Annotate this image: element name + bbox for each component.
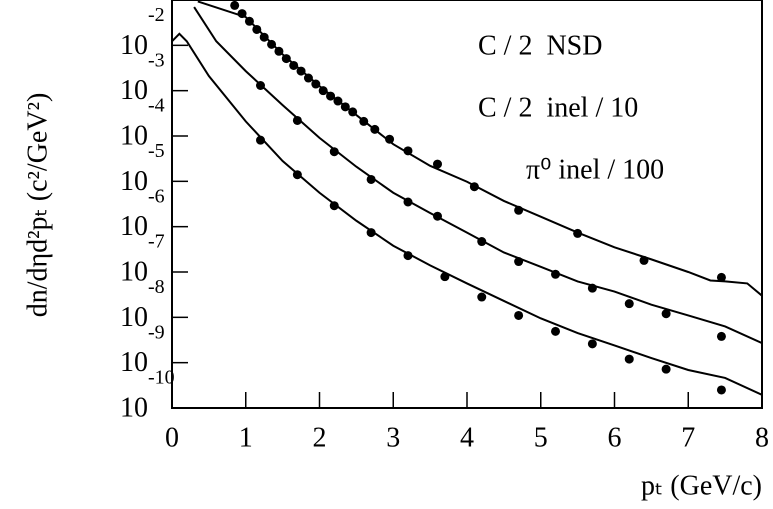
x-tick-label: 0 xyxy=(165,422,179,453)
data-point xyxy=(661,309,671,319)
data-point xyxy=(259,32,269,42)
data-point xyxy=(237,9,247,19)
y-tick-exponent: -5 xyxy=(148,140,165,162)
data-point xyxy=(366,174,376,184)
x-tick-label: 7 xyxy=(681,422,695,453)
data-point xyxy=(514,310,524,320)
data-point xyxy=(256,81,265,91)
data-point xyxy=(385,134,395,144)
data-point xyxy=(587,283,597,293)
data-point xyxy=(403,197,413,207)
y-tick-label: 10 xyxy=(120,120,148,151)
data-point xyxy=(716,331,726,341)
y-tick-label: 10 xyxy=(120,392,148,423)
data-point xyxy=(289,60,299,70)
data-point xyxy=(311,79,321,89)
data-point xyxy=(514,257,524,267)
data-point xyxy=(624,299,634,309)
y-tick-exponent: -4 xyxy=(148,95,165,117)
data-point xyxy=(477,237,487,247)
data-point xyxy=(274,46,284,56)
data-point xyxy=(252,24,262,34)
data-point xyxy=(370,124,380,134)
x-tick-label: 4 xyxy=(460,422,474,453)
data-point xyxy=(333,96,343,106)
x-tick-label: 8 xyxy=(755,422,769,453)
data-point xyxy=(403,146,413,156)
plot-frame xyxy=(171,0,763,409)
data-point xyxy=(230,0,240,10)
data-point xyxy=(296,66,306,76)
y-tick-label: 10 xyxy=(120,302,148,333)
data-point xyxy=(661,364,671,374)
y-tick-exponent: -3 xyxy=(148,49,165,71)
data-point xyxy=(624,354,634,364)
data-point xyxy=(477,292,487,302)
x-tick-label: 3 xyxy=(386,422,400,453)
data-point xyxy=(329,201,339,211)
model-curve xyxy=(193,6,762,345)
data-point xyxy=(244,16,254,26)
data-point xyxy=(403,251,413,261)
data-point xyxy=(303,73,313,83)
y-tick-label: 10 xyxy=(120,347,148,378)
legend-entry: C / 2 inel / 10 xyxy=(478,92,638,123)
data-point xyxy=(551,269,560,279)
data-point xyxy=(716,272,726,282)
legend-entry: π⁰ inel / 100 xyxy=(526,154,664,185)
x-tick-label: 2 xyxy=(313,422,327,453)
x-tick-label: 6 xyxy=(608,422,622,453)
x-axis-title: pₜ (GeV/c) xyxy=(641,470,762,501)
data-point xyxy=(318,86,328,96)
data-point xyxy=(292,115,302,125)
data-point xyxy=(551,326,560,336)
x-tick-label: 5 xyxy=(534,422,548,453)
data-point xyxy=(639,255,649,265)
data-point xyxy=(329,147,339,157)
data-point xyxy=(256,135,265,145)
data-point xyxy=(348,107,358,117)
data-point xyxy=(587,339,597,349)
data-point xyxy=(281,54,291,64)
model-curve xyxy=(172,32,762,396)
data-point xyxy=(433,159,442,169)
data-point xyxy=(716,385,726,395)
data-point xyxy=(433,211,442,221)
data-point xyxy=(292,170,302,180)
data-point xyxy=(267,39,277,49)
y-tick-exponent: -8 xyxy=(148,276,165,298)
y-axis-title: dn/dηd²pₜ (c²/GeV²) xyxy=(22,93,53,318)
y-tick-exponent: -7 xyxy=(148,231,165,253)
y-tick-label: 10 xyxy=(120,211,148,242)
data-point xyxy=(514,205,524,215)
y-tick-exponent: -9 xyxy=(148,321,165,343)
data-point xyxy=(469,182,479,192)
y-tick-label: 10 xyxy=(120,75,148,106)
data-point xyxy=(326,91,336,101)
y-tick-label: 10 xyxy=(120,256,148,287)
data-point xyxy=(573,228,583,238)
y-tick-exponent: -10 xyxy=(148,367,175,389)
data-point xyxy=(340,102,350,112)
data-point xyxy=(366,228,376,238)
x-tick-label: 1 xyxy=(239,422,253,453)
data-point xyxy=(359,116,369,126)
data-point xyxy=(440,272,450,282)
y-tick-label: 10 xyxy=(120,166,148,197)
y-tick-label: 10 xyxy=(120,30,148,61)
y-tick-exponent: -2 xyxy=(148,4,165,26)
legend-entry: C / 2 NSD xyxy=(478,30,602,61)
y-tick-exponent: -6 xyxy=(148,185,165,207)
